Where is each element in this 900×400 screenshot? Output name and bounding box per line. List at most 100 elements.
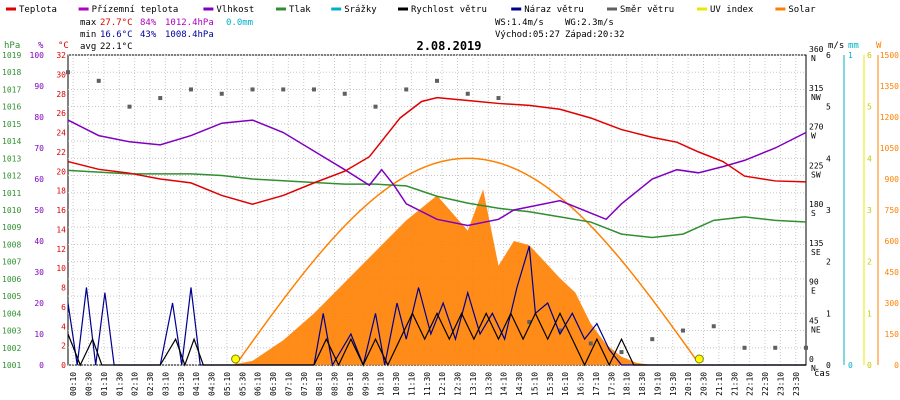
legend-label: Vlhkost xyxy=(216,5,254,15)
time-tick-label: 18:30 xyxy=(638,372,647,396)
legend-label: Náraz větru xyxy=(524,5,584,15)
stats-max-rain: 0.0mm xyxy=(226,18,253,28)
time-tick-label: 00:30 xyxy=(85,372,94,396)
wind-tick-label: 4 xyxy=(826,154,831,163)
direction-point xyxy=(66,70,70,75)
temp-tick-label: 14 xyxy=(56,225,66,234)
temp-tick-label: 10 xyxy=(56,264,66,273)
legend-label: Směr větru xyxy=(620,5,674,15)
unit-time: čas xyxy=(814,368,830,379)
time-tick-label: 12:30 xyxy=(454,372,463,396)
stats-avg-temp: 22.1°C xyxy=(100,42,133,52)
time-tick-label: 20:10 xyxy=(684,372,693,396)
stats-ws: WS:1.4m/s xyxy=(495,18,544,28)
humidity-tick-label: 40 xyxy=(34,237,44,246)
time-tick-label: 04:10 xyxy=(192,372,201,396)
solar-area xyxy=(230,189,653,365)
stats-sunset: Západ:20:32 xyxy=(565,30,625,40)
time-tick-label: 08:10 xyxy=(315,372,324,396)
direction-tick-label: 180 xyxy=(809,200,824,209)
direction-point xyxy=(588,341,593,346)
time-tick-label: 08:30 xyxy=(331,372,340,396)
humidity-tick-label: 80 xyxy=(34,113,44,122)
pressure-tick-label: 1014 xyxy=(2,137,21,146)
stats-max-hum: 84% xyxy=(140,18,157,28)
direction-tick-label: 360 xyxy=(809,45,824,54)
time-tick-label: 10:10 xyxy=(377,372,386,396)
solar-tick-label: 450 xyxy=(885,268,900,277)
time-tick-label: 18:10 xyxy=(623,372,632,396)
temp-tick-label: 22 xyxy=(56,148,66,157)
stats-wg: WG:2.3m/s xyxy=(565,18,614,28)
time-tick-label: 13:10 xyxy=(469,372,478,396)
stats-avg-label: avg xyxy=(80,42,96,52)
time-tick-label: 01:10 xyxy=(100,372,109,396)
direction-point xyxy=(527,319,532,324)
time-tick-label: 17:30 xyxy=(607,372,616,396)
uv-tick-label: 6 xyxy=(867,51,872,60)
direction-point xyxy=(158,96,163,101)
pressure-tick-label: 1019 xyxy=(2,51,21,60)
humidity-tick-label: 10 xyxy=(34,330,44,339)
solar-tick-label: 1050 xyxy=(880,144,899,153)
series-tlak xyxy=(67,169,807,239)
uv-tick-label: 1 xyxy=(867,309,872,318)
time-tick-label: 05:30 xyxy=(238,372,247,396)
time-tick-label: 05:10 xyxy=(223,372,232,396)
direction-tick-name: N xyxy=(811,364,816,373)
wind-tick-label: 5 xyxy=(826,103,831,112)
pressure-tick-label: 1013 xyxy=(2,154,21,163)
humidity-tick-label: 20 xyxy=(34,299,44,308)
series-vlhkost xyxy=(67,119,807,227)
pressure-tick-label: 1001 xyxy=(2,361,21,370)
direction-tick-name: NW xyxy=(811,93,821,102)
direction-point xyxy=(465,91,470,96)
pressure-tick-label: 1002 xyxy=(2,344,21,353)
temp-tick-label: 30 xyxy=(56,70,66,79)
sun-marker xyxy=(694,354,704,364)
unit-mm: mm xyxy=(848,41,859,51)
solar-tick-label: 150 xyxy=(885,330,900,339)
direction-point xyxy=(804,345,808,350)
time-tick-label: 02:30 xyxy=(146,372,155,396)
temp-tick-label: 6 xyxy=(61,303,66,312)
time-tick-label: 19:30 xyxy=(669,372,678,396)
legend-label: Srážky xyxy=(344,5,377,15)
solar-tick-label: 750 xyxy=(885,206,900,215)
legend-label: UV index xyxy=(710,5,754,15)
solar-tick-label: 600 xyxy=(885,237,900,246)
uv-tick-label: 3 xyxy=(867,206,872,215)
time-tick-label: 15:10 xyxy=(530,372,539,396)
sun-marker xyxy=(231,354,241,364)
time-tick-label: 13:30 xyxy=(484,372,493,396)
time-tick-label: 16:10 xyxy=(561,372,570,396)
direction-point xyxy=(650,337,655,342)
chart-date: 2.08.2019 xyxy=(416,39,481,53)
solar-tick-label: 1350 xyxy=(880,82,899,91)
direction-tick-name: NE xyxy=(811,325,821,334)
humidity-tick-label: 0 xyxy=(39,361,44,370)
pressure-tick-label: 1018 xyxy=(2,68,21,77)
direction-point xyxy=(773,345,778,350)
time-tick-label: 00:10 xyxy=(69,372,78,396)
direction-point xyxy=(404,87,409,92)
stats-min-hum: 43% xyxy=(140,30,157,40)
stats-max-temp: 27.7°C xyxy=(100,18,133,28)
temp-tick-label: 26 xyxy=(56,109,66,118)
pressure-tick-label: 1015 xyxy=(2,120,21,129)
time-tick-label: 02:10 xyxy=(131,372,140,396)
series-rychlost-větru xyxy=(67,311,806,367)
direction-point xyxy=(681,328,685,333)
stats-sunrise: Východ:05:27 xyxy=(495,30,560,40)
time-tick-label: 06:30 xyxy=(269,372,278,396)
rain-tick-label: 1 xyxy=(848,51,853,60)
time-tick-label: 12:10 xyxy=(438,372,447,396)
time-tick-label: 03:30 xyxy=(177,372,186,396)
time-tick-label: 21:10 xyxy=(715,372,724,396)
direction-point xyxy=(435,78,439,83)
legend: Teplota Přízemní teplota Vlhkost Tlak Srážky… xyxy=(6,5,816,15)
wind-tick-label: 2 xyxy=(826,258,831,267)
wind-direction-series xyxy=(66,70,808,355)
humidity-tick-label: 70 xyxy=(34,144,44,153)
legend-label: Solar xyxy=(788,5,816,15)
